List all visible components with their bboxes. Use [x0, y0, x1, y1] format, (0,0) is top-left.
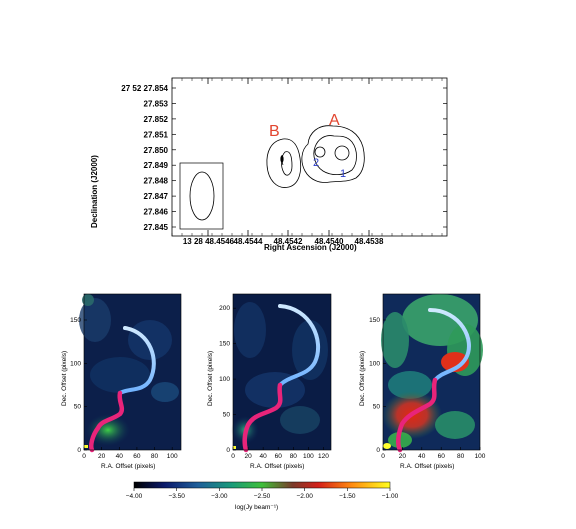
label-b: B	[269, 123, 280, 140]
y-tick-label: 150	[219, 341, 230, 348]
y-axis-label: Declination (J2000)	[90, 155, 99, 228]
y-tick-label: 27.845	[144, 223, 169, 232]
x-tick-label: 0	[381, 453, 385, 460]
x-tick-labels: 13 28 48.4546 48.4544 48.4542 48.4540 48.453…	[171, 78, 443, 246]
panel-2-image	[231, 294, 331, 453]
x-tick-label: 40	[260, 453, 268, 460]
y-tick-label: 150	[369, 317, 380, 324]
panel-3-frame	[382, 293, 481, 451]
y-tick-label: 100	[369, 360, 380, 367]
y-tick-label: 27.848	[144, 177, 169, 186]
y-tick-label: 50	[373, 404, 381, 411]
panel-2: 0 20 40 60 80 100 120 0 50 100 150 200 R.A. Offset …	[207, 293, 332, 470]
panel-2-x-label: R.A. Offset (pixels)	[250, 463, 304, 470]
panel-2-y-label: Dec. Offset (pixels)	[207, 351, 214, 406]
panel-3-image	[381, 294, 483, 453]
x-tick-label: 48.4544	[234, 237, 263, 246]
x-tick-label: 20	[98, 453, 106, 460]
colorbar-tick-label: −1.50	[339, 493, 356, 500]
panel-3: 0 20 40 60 80 100 0 50 100 150 R.A. Offset (pixel…	[359, 293, 486, 470]
colorbar-tick-label: −1.00	[382, 493, 399, 500]
contour-map-frame	[171, 77, 448, 237]
y-tick-label: 27.851	[144, 130, 169, 139]
contour-map: B A 2 1 27 52 27.85427.85327.85227.85127…	[90, 77, 448, 252]
x-tick-label: 80	[290, 453, 298, 460]
y-tick-label: 50	[74, 404, 82, 411]
y-tick-label: 27.850	[144, 146, 169, 155]
beam-box	[179, 162, 224, 230]
x-axis-label: Right Ascension (J2000)	[264, 243, 357, 252]
y-tick-label: 0	[226, 447, 230, 454]
colorbar-ticks: −4.00 −3.50 −3.00 −2.50 −2.00 −1.50 −1.00	[126, 488, 399, 500]
label-a: A	[329, 112, 340, 129]
colorbar-label: log(Jy beam⁻¹)	[235, 504, 278, 511]
y-tick-label: 100	[70, 360, 81, 367]
panel-2-ticks: 0 20 40 60 80 100 120 0 50 100 150 200	[219, 305, 329, 460]
y-tick-label: 50	[223, 412, 231, 419]
y-tick-label: 27.849	[144, 161, 169, 170]
x-tick-label: 60	[275, 453, 283, 460]
panel-1-frame	[83, 293, 182, 451]
panel-3-x-label: R.A. Offset (pixels)	[400, 463, 454, 470]
x-tick-label: 13 28 48.4546	[183, 237, 235, 246]
x-tick-label: 60	[133, 453, 141, 460]
colorbar-tick-label: −3.50	[168, 493, 185, 500]
panel-3-ticks: 0 20 40 60 80 100 0 50 100 150	[369, 317, 486, 460]
x-tick-label: 48.4540	[315, 237, 344, 246]
colorbar-gradient	[133, 481, 391, 489]
x-tick-label: 48.4542	[274, 237, 303, 246]
panel-1-image	[79, 294, 181, 453]
x-tick-label: 20	[399, 453, 407, 460]
y-tick-label: 27.853	[144, 99, 169, 108]
x-tick-label: 48.4538	[355, 237, 384, 246]
x-tick-label: 120	[318, 453, 329, 460]
y-tick-labels: 27 52 27.854 27.853 27.852 27.851 27.850 27.8…	[121, 84, 447, 232]
panel-3-y-label: Dec. Offset (pixels)	[359, 351, 366, 406]
x-tick-label: 40	[418, 453, 426, 460]
y-tick-label: 0	[77, 447, 81, 454]
y-tick-label: 150	[70, 317, 81, 324]
y-tick-label: 0	[376, 447, 380, 454]
x-tick-label: 60	[438, 453, 446, 460]
y-tick-label: 100	[219, 376, 230, 383]
colorbar-tick-label: −3.00	[211, 493, 228, 500]
panel-1-y-label: Dec. Offset (pixels)	[61, 351, 68, 406]
colorbar: −4.00 −3.50 −3.00 −2.50 −2.00 −1.50 −1.00 log(…	[126, 481, 399, 511]
panel-1: 0 20 40 60 80 100 0 50 100 150 R.A. Offset (pixel…	[61, 293, 182, 470]
x-tick-label: 100	[167, 453, 178, 460]
colorbar-tick-label: −2.00	[296, 493, 313, 500]
panel-2-frame	[232, 293, 332, 451]
y-tick-label: 27 52 27.854	[121, 84, 168, 93]
x-tick-label: 80	[151, 453, 159, 460]
y-tick-label: 27.852	[144, 115, 169, 124]
x-tick-label: 100	[475, 453, 486, 460]
y-tick-label: 27.846	[144, 208, 169, 217]
label-1: 1	[340, 168, 346, 180]
x-tick-label: 0	[82, 453, 86, 460]
label-2: 2	[313, 157, 319, 169]
x-tick-label: 80	[457, 453, 465, 460]
colorbar-tick-label: −2.50	[254, 493, 271, 500]
x-tick-label: 40	[116, 453, 124, 460]
y-tick-label: 27.847	[144, 192, 169, 201]
beam-ellipse	[189, 171, 215, 221]
x-tick-label: 100	[303, 453, 314, 460]
colorbar-tick-label: −4.00	[126, 493, 143, 500]
x-tick-label: 20	[244, 453, 252, 460]
panel-1-x-label: R.A. Offset (pixels)	[101, 463, 155, 470]
x-tick-label: 0	[231, 453, 235, 460]
panel-1-ticks: 0 20 40 60 80 100 0 50 100 150	[70, 317, 178, 460]
contour-lines	[266, 125, 365, 188]
y-tick-label: 200	[219, 305, 230, 312]
